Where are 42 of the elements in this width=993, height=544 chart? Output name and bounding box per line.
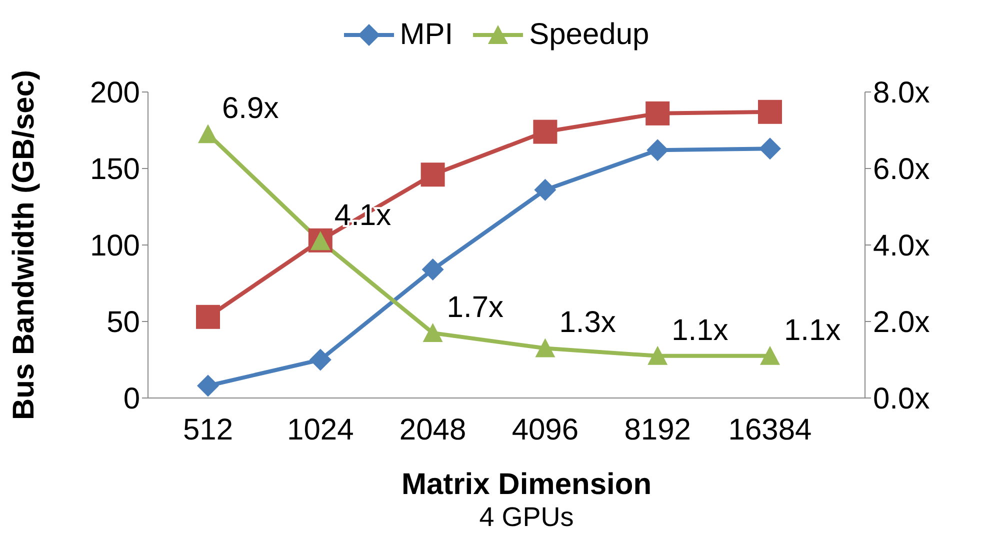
x-tick-label: 512 bbox=[182, 413, 234, 446]
point bbox=[198, 124, 218, 144]
point bbox=[646, 139, 669, 162]
y-tick-label: 150 bbox=[90, 153, 140, 186]
point bbox=[422, 258, 444, 280]
point bbox=[533, 120, 558, 144]
y2-tick-label: 0.0x bbox=[873, 382, 930, 416]
point bbox=[648, 346, 668, 365]
y-tick-label: 50 bbox=[106, 306, 140, 340]
data-label: 1.1x bbox=[784, 314, 841, 347]
point bbox=[196, 304, 220, 329]
point bbox=[758, 100, 782, 124]
y-axis-title: Bus Bandwidth (GB/sec) bbox=[8, 70, 41, 420]
point bbox=[420, 162, 445, 187]
y2-tick-label: 2.0x bbox=[873, 306, 930, 340]
legend-label: MPI bbox=[398, 18, 454, 52]
x-axis-title: Matrix Dimension bbox=[400, 468, 653, 502]
point bbox=[759, 138, 781, 160]
y-tick-label: 100 bbox=[90, 230, 140, 263]
point bbox=[197, 374, 219, 397]
y-tick-label: 0 bbox=[123, 382, 140, 416]
point bbox=[646, 101, 670, 126]
y2-tick-label: 4.0x bbox=[873, 230, 930, 263]
point bbox=[309, 348, 332, 371]
point bbox=[534, 178, 556, 201]
y-tick-label: 200 bbox=[90, 76, 140, 110]
x-tick-label: 4096 bbox=[512, 413, 579, 446]
y2-tick-label: 8.0x bbox=[873, 76, 930, 110]
legend-label: Speedup bbox=[528, 18, 650, 52]
data-label: 1.7x bbox=[446, 290, 504, 324]
y2-tick-label: 6.0x bbox=[873, 153, 930, 186]
data-label: 1.1x bbox=[672, 314, 728, 347]
text: 4 GPUs bbox=[478, 502, 575, 533]
x-tick-label: 16384 bbox=[728, 413, 812, 446]
x-tick-label: 8192 bbox=[624, 413, 691, 446]
x-tick-label: 2048 bbox=[399, 413, 466, 446]
point bbox=[760, 346, 780, 365]
point bbox=[535, 338, 556, 358]
data-label: 1.3x bbox=[559, 306, 616, 340]
point bbox=[422, 322, 443, 342]
data-label: 6.9x bbox=[222, 92, 279, 125]
x-tick-label: 1024 bbox=[287, 413, 354, 446]
